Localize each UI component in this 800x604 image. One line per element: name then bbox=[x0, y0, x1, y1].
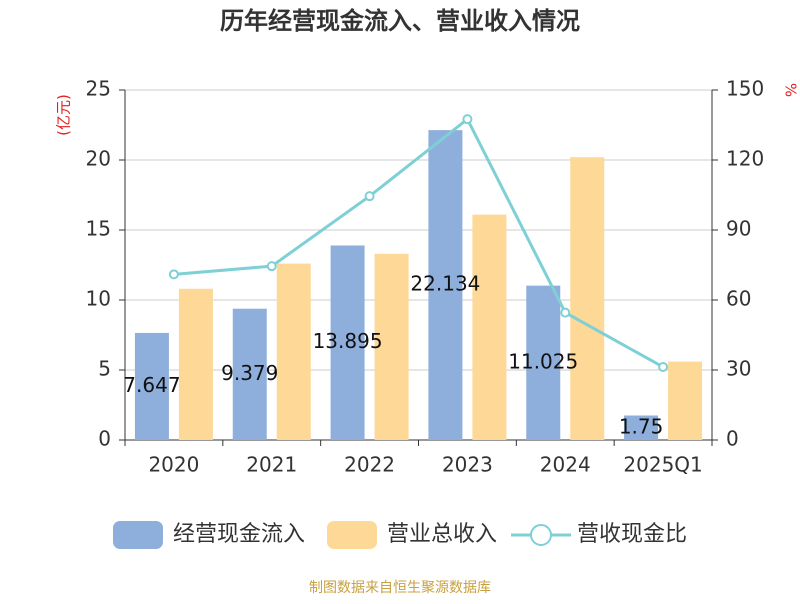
x-tick-label: 2020 bbox=[148, 453, 199, 477]
bar bbox=[526, 285, 561, 440]
bar bbox=[232, 308, 267, 440]
legend-label: 经营现金流入 bbox=[173, 522, 305, 547]
y2-axis-label: % bbox=[782, 83, 800, 97]
data-label: 9.379 bbox=[221, 361, 278, 385]
x-tick-label: 2021 bbox=[246, 453, 297, 477]
x-tick-label: 2023 bbox=[442, 453, 493, 477]
y-tick-label: 5 bbox=[98, 357, 111, 381]
y-tick-label: 0 bbox=[98, 427, 111, 451]
line-point bbox=[266, 261, 277, 272]
y2-tick-label: 60 bbox=[726, 287, 751, 311]
bar bbox=[374, 253, 409, 440]
y2-tick-label: 90 bbox=[726, 217, 751, 241]
chart-title: 历年经营现金流入、营业收入情况 bbox=[220, 7, 580, 35]
source-note: 制图数据来自恒生聚源数据库 bbox=[309, 580, 491, 596]
y2-tick-label: 0 bbox=[726, 427, 739, 451]
y-tick-label: 10 bbox=[86, 287, 111, 311]
x-tick-label: 2022 bbox=[344, 453, 395, 477]
line-point bbox=[658, 361, 669, 372]
y-tick-label: 25 bbox=[86, 77, 111, 101]
bar bbox=[276, 263, 311, 440]
bar bbox=[178, 288, 213, 440]
legend-marker bbox=[530, 524, 552, 546]
data-label: 11.025 bbox=[508, 349, 578, 373]
bar bbox=[134, 332, 169, 440]
y2-tick-label: 150 bbox=[726, 77, 764, 101]
line-point bbox=[560, 307, 571, 318]
bar bbox=[428, 130, 463, 440]
x-tick-label: 2024 bbox=[540, 453, 591, 477]
bar bbox=[330, 245, 365, 440]
y2-tick-label: 30 bbox=[726, 357, 751, 381]
line-series bbox=[173, 116, 664, 369]
bar bbox=[624, 415, 659, 440]
line-point bbox=[364, 191, 375, 202]
data-label: 22.134 bbox=[410, 272, 480, 296]
bar bbox=[570, 157, 605, 440]
legend-swatch bbox=[327, 521, 377, 549]
data-label: 7.647 bbox=[123, 373, 180, 397]
legend-label: 营收现金比 bbox=[577, 522, 687, 547]
y-axis-label: (亿元) bbox=[55, 94, 73, 136]
y2-tick-label: 120 bbox=[726, 147, 764, 171]
bar bbox=[472, 214, 507, 440]
y-tick-label: 20 bbox=[86, 147, 111, 171]
line-point bbox=[168, 269, 179, 280]
data-label: 1.75 bbox=[619, 414, 664, 438]
legend-swatch bbox=[113, 521, 163, 549]
y-tick-label: 15 bbox=[86, 217, 111, 241]
legend-label: 营业总收入 bbox=[387, 522, 497, 547]
bar bbox=[668, 361, 703, 440]
line-point bbox=[462, 114, 473, 125]
data-label: 13.895 bbox=[313, 329, 383, 353]
x-tick-label: 2025Q1 bbox=[623, 453, 702, 477]
